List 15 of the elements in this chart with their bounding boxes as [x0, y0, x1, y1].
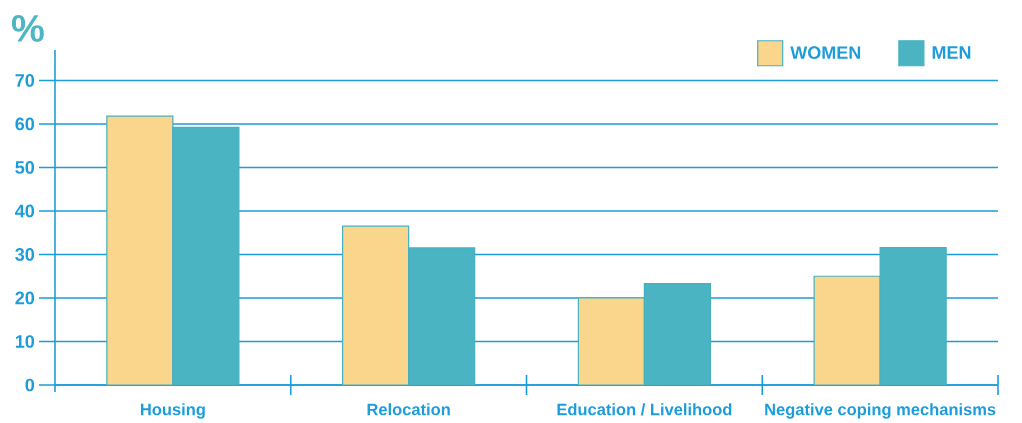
legend-label: WOMEN — [790, 46, 861, 59]
x-tick-label: Education / Livelihood — [557, 403, 732, 416]
y-tick-label: 50 — [15, 161, 35, 174]
y-tick-label: 60 — [15, 117, 35, 131]
x-tick-label: Housing — [140, 403, 205, 419]
y-tick-label: 20 — [15, 291, 35, 305]
y-tick-label: 10 — [15, 335, 35, 348]
x-tick-label: Negative coping mechanisms — [765, 403, 996, 419]
y-tick-label: 30 — [15, 248, 35, 261]
y-tick-label: 40 — [15, 204, 35, 218]
y-tick-label: 0 — [25, 378, 35, 392]
y-tick-label: 70 — [15, 74, 35, 87]
x-tick-label: Relocation — [367, 403, 450, 416]
y-axis-title: % — [11, 15, 44, 42]
legend-label: MEN — [932, 46, 971, 59]
